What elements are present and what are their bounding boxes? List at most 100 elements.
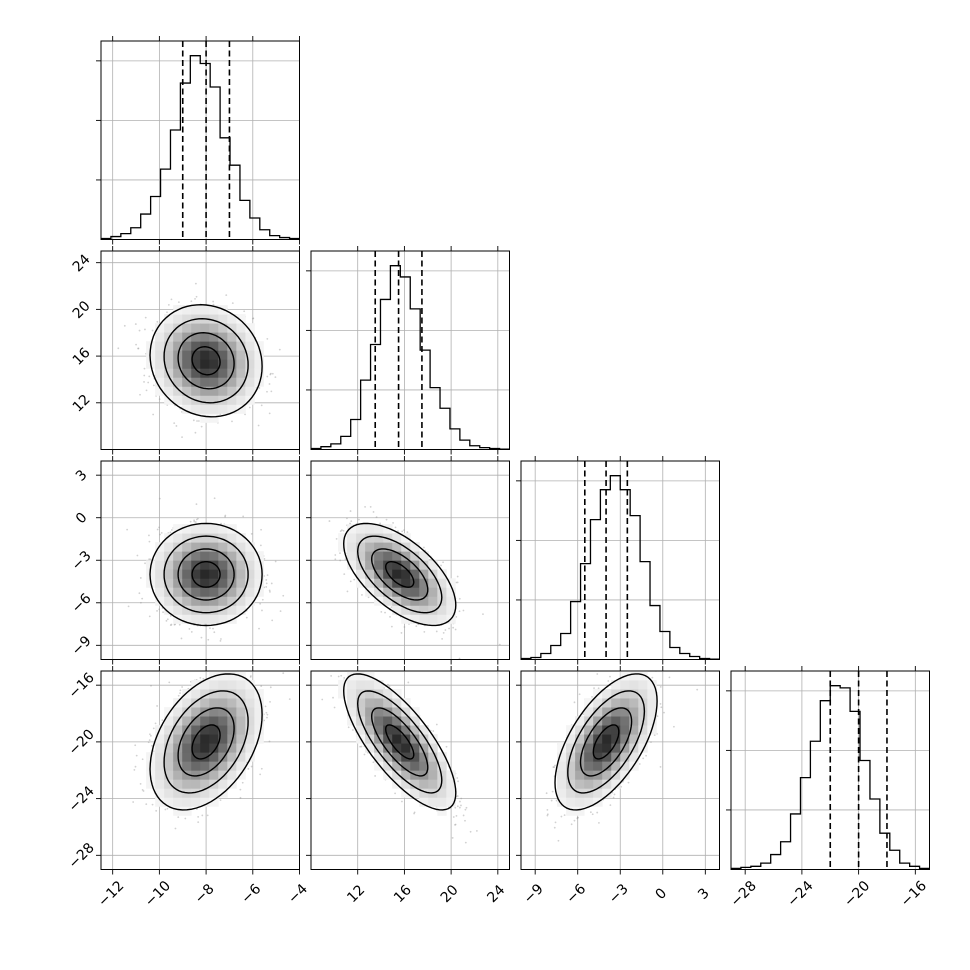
scatter-point bbox=[252, 317, 255, 320]
scatter-point bbox=[394, 526, 397, 529]
scatter-point bbox=[400, 632, 403, 634]
density-cell bbox=[227, 332, 237, 342]
scatter-point bbox=[346, 517, 348, 520]
scatter-point bbox=[243, 310, 246, 313]
scatter-point bbox=[148, 558, 151, 561]
scatter-point bbox=[143, 374, 146, 377]
scatter-point bbox=[458, 597, 461, 600]
density-cell bbox=[191, 605, 201, 615]
scatter-point bbox=[158, 608, 161, 611]
density-cell bbox=[245, 578, 255, 588]
density-cell bbox=[155, 587, 165, 597]
density-cell bbox=[236, 386, 246, 396]
density-cell bbox=[164, 359, 174, 369]
density-cell bbox=[200, 551, 210, 561]
density-cell bbox=[173, 386, 183, 396]
density-cell bbox=[245, 596, 255, 606]
y-tick-label: −3 bbox=[69, 548, 95, 574]
scatter-point bbox=[415, 625, 418, 628]
scatter-point bbox=[170, 298, 173, 301]
scatter-point bbox=[242, 515, 245, 518]
density-cell bbox=[155, 551, 165, 561]
density-cell bbox=[200, 605, 210, 615]
density-cell bbox=[227, 542, 237, 552]
scatter-point bbox=[224, 515, 226, 518]
y-tick-label: −6 bbox=[69, 590, 95, 616]
density-cell bbox=[218, 323, 228, 333]
density-cell bbox=[182, 377, 192, 387]
density-cell bbox=[200, 578, 210, 588]
density-cell bbox=[155, 350, 165, 360]
scatter-point bbox=[158, 398, 161, 400]
density-cell bbox=[182, 332, 192, 342]
scatter-point bbox=[173, 422, 176, 425]
contour-level-1 bbox=[177, 548, 235, 601]
density-cell bbox=[254, 551, 264, 561]
contour-level-2 bbox=[163, 317, 249, 404]
scatter-point bbox=[194, 282, 197, 285]
density-cell bbox=[173, 332, 183, 342]
scatter-point bbox=[148, 540, 151, 543]
scatter-point bbox=[372, 511, 375, 513]
scatter-point bbox=[180, 637, 183, 640]
histogram-step bbox=[101, 55, 300, 240]
density-cell bbox=[200, 560, 210, 570]
density-cell bbox=[182, 524, 192, 534]
scatter-point bbox=[349, 510, 352, 512]
density-cell bbox=[182, 341, 192, 351]
density-cell bbox=[155, 359, 165, 369]
density-cell bbox=[182, 305, 192, 315]
scatter-point bbox=[158, 526, 160, 529]
density-cell bbox=[200, 386, 210, 396]
density-cell bbox=[173, 560, 183, 570]
density-cell bbox=[191, 386, 201, 396]
y-tick-label: 20 bbox=[70, 298, 94, 322]
panel-content bbox=[101, 41, 300, 240]
scatter-point bbox=[274, 376, 277, 379]
density-cell bbox=[218, 596, 228, 606]
contour-level-0 bbox=[191, 561, 221, 588]
scatter-point bbox=[147, 381, 150, 384]
panel-content bbox=[311, 461, 510, 660]
density-cell bbox=[146, 569, 156, 579]
density-cell bbox=[200, 332, 210, 342]
density-cell bbox=[200, 395, 210, 405]
density-cell bbox=[218, 551, 228, 561]
density-cell bbox=[227, 386, 237, 396]
density-cell bbox=[173, 533, 183, 543]
scatter-point bbox=[250, 532, 253, 535]
scatter-point bbox=[193, 519, 196, 522]
scatter-point bbox=[454, 628, 457, 631]
density-cell bbox=[227, 323, 237, 333]
scatter-point bbox=[190, 300, 193, 303]
scatter-point bbox=[346, 590, 349, 593]
density-cell bbox=[191, 587, 201, 597]
scatter-point bbox=[224, 514, 227, 517]
scatter-point bbox=[270, 390, 273, 393]
density-cell bbox=[209, 413, 219, 423]
scatter-point bbox=[207, 638, 210, 641]
density-cell bbox=[173, 596, 183, 606]
scatter-point bbox=[390, 606, 393, 609]
scatter-point bbox=[456, 581, 459, 584]
scatter-point bbox=[417, 623, 420, 626]
panel-frame bbox=[100, 40, 300, 240]
density-cell bbox=[236, 560, 246, 570]
scatter-point bbox=[390, 625, 393, 628]
density-cell bbox=[164, 605, 174, 615]
density-cell bbox=[173, 587, 183, 597]
scatter-point bbox=[498, 643, 501, 646]
density-cell bbox=[191, 368, 201, 378]
scatter-point bbox=[261, 598, 264, 601]
density-cell bbox=[227, 569, 237, 579]
scatter-point bbox=[170, 623, 173, 626]
scatter-point bbox=[271, 619, 274, 622]
scatter-point bbox=[403, 626, 406, 628]
density-cell bbox=[182, 587, 192, 597]
density-cell bbox=[182, 323, 192, 333]
scatter-point bbox=[231, 302, 234, 305]
density-cell bbox=[209, 551, 219, 561]
scatter-point bbox=[268, 589, 271, 592]
scatter-point bbox=[369, 506, 372, 508]
